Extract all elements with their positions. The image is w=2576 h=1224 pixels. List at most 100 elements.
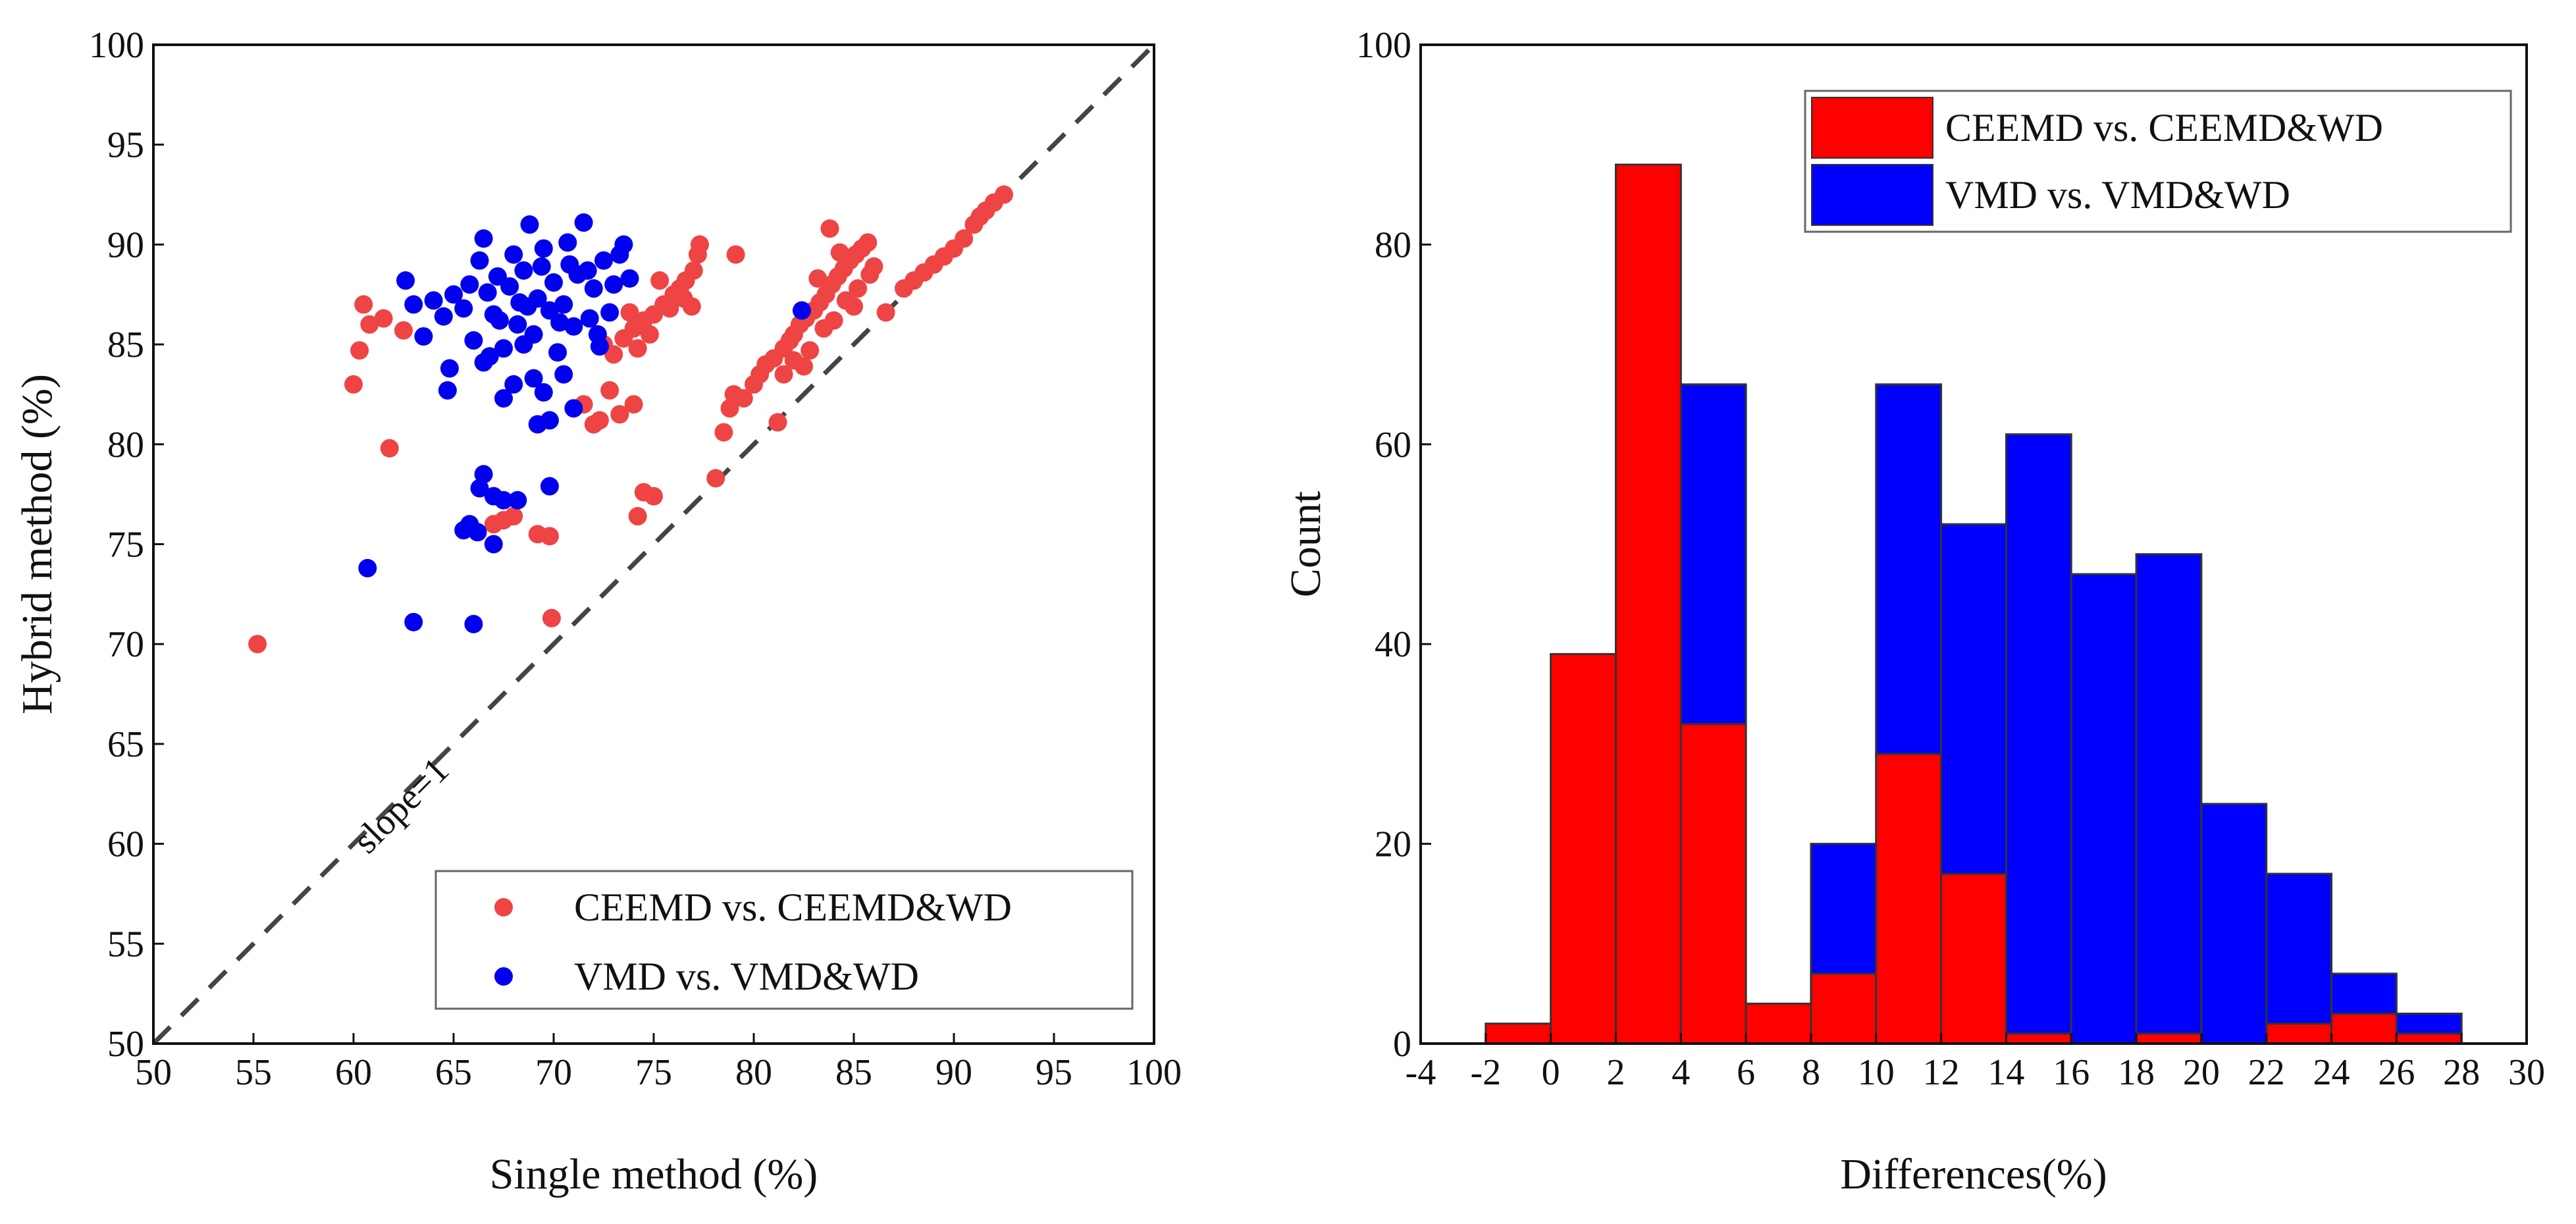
x-tick-label: -4	[1406, 1052, 1436, 1093]
vmd-point	[534, 383, 553, 402]
x-tick-label: 10	[1858, 1052, 1895, 1093]
x-tick-label: 95	[1036, 1052, 1072, 1093]
x-tick-label: 75	[635, 1052, 672, 1093]
x-tick-label: 50	[135, 1052, 172, 1093]
ceemd-bar	[2135, 1032, 2203, 1045]
vmd-point	[474, 465, 493, 484]
x-tick-label: 80	[735, 1052, 772, 1093]
vmd-point	[470, 479, 489, 498]
y-tick-label: 100	[89, 25, 144, 66]
vmd-point	[504, 375, 523, 394]
slope-annotation: slope=1	[346, 750, 458, 862]
x-axis-label: Differences(%)	[1840, 1150, 2107, 1198]
ceemd-point	[768, 413, 787, 432]
ceemd-point	[801, 341, 820, 360]
vmd-point	[620, 269, 639, 288]
ceemd-bar	[2395, 1032, 2463, 1045]
ceemd-point	[864, 257, 883, 276]
x-tick-label: 12	[1923, 1052, 1960, 1093]
y-tick-label: 75	[107, 525, 144, 566]
ceemd-point	[248, 635, 267, 654]
y-tick-label: 80	[107, 425, 144, 466]
legend-swatch	[1811, 97, 1933, 159]
vmd-point	[470, 251, 489, 270]
plot-frame	[152, 43, 1155, 1045]
ceemd-bar	[2005, 1032, 2072, 1045]
vmd-point	[424, 291, 443, 310]
x-tick-label: 30	[2508, 1052, 2545, 1093]
vmd-point	[396, 271, 415, 290]
x-tick-label: 70	[535, 1052, 572, 1093]
x-tick-label: 16	[2053, 1052, 2090, 1093]
vmd-point	[558, 233, 577, 252]
ceemd-bar	[1485, 1023, 1552, 1045]
ceemd-bar	[1875, 753, 1943, 1045]
ceemd-bar	[1614, 163, 1682, 1045]
vmd-point	[478, 283, 497, 302]
vmd-point	[508, 491, 527, 510]
vmd-bar	[2330, 972, 2398, 1015]
x-tick-label: 0	[1542, 1052, 1560, 1093]
ceemd-point	[644, 487, 663, 506]
vmd-point	[532, 257, 551, 276]
ceemd-point	[849, 279, 868, 298]
vmd-point	[534, 239, 553, 258]
x-axis-label: Single method (%)	[490, 1150, 818, 1198]
vmd-point	[464, 331, 483, 350]
legend-label: CEEMD vs. CEEMD&WD	[574, 886, 1012, 929]
legend-box	[434, 870, 1134, 1010]
ceemd-point	[795, 357, 813, 376]
legend-swatch	[1811, 164, 1933, 226]
vmd-point	[404, 612, 423, 631]
vmd-point	[508, 315, 527, 334]
vmd-point	[438, 381, 457, 400]
ceemd-bar	[1550, 652, 1617, 1045]
ceemd-point	[620, 303, 639, 322]
vmd-bar	[1940, 523, 2007, 875]
vmd-point	[604, 275, 623, 294]
y-tick-label: 85	[107, 325, 144, 365]
vmd-point	[484, 535, 503, 554]
vmd-point	[510, 293, 529, 312]
ceemd-point	[628, 339, 647, 358]
x-tick-label: 28	[2443, 1052, 2480, 1093]
x-tick-label: 24	[2313, 1052, 2350, 1093]
ceemd-point	[706, 469, 725, 488]
y-tick-label: 50	[107, 1024, 144, 1065]
vmd-point	[500, 277, 519, 296]
vmd-point	[454, 299, 473, 318]
vmd-point	[514, 261, 533, 280]
y-tick-label: 40	[1375, 624, 1411, 665]
vmd-point	[578, 261, 597, 280]
y-tick-label: 0	[1393, 1024, 1411, 1065]
vmd-bar	[1679, 383, 1747, 726]
ceemd-point	[690, 235, 709, 254]
ceemd-point	[660, 299, 679, 318]
x-tick-label: 4	[1671, 1052, 1690, 1093]
ceemd-bar	[2265, 1023, 2333, 1045]
x-tick-label: 55	[235, 1052, 272, 1093]
x-tick-label: 2	[1606, 1052, 1625, 1093]
vmd-point	[564, 317, 583, 336]
vmd-point	[444, 285, 463, 304]
ceemd-point	[628, 507, 647, 526]
y-tick-label: 60	[1375, 425, 1411, 466]
vmd-point	[550, 313, 569, 332]
ceemd-point	[714, 423, 733, 442]
ceemd-bar	[1940, 872, 2007, 1045]
vmd-point	[544, 273, 563, 292]
vmd-point	[588, 325, 607, 344]
vmd-point	[414, 327, 433, 346]
vmd-point	[494, 491, 513, 510]
x-tick-label: 90	[935, 1052, 972, 1093]
vmd-point	[490, 311, 509, 330]
vmd-point	[460, 275, 479, 294]
x-tick-label: 14	[1987, 1052, 2024, 1093]
vmd-point	[504, 245, 523, 264]
y-tick-label: 80	[1375, 225, 1411, 265]
vmd-point	[404, 295, 423, 314]
y-tick-label: 55	[107, 924, 144, 965]
y-tick-label: 90	[107, 225, 144, 265]
legend-label: VMD vs. VMD&WD	[1945, 173, 2290, 217]
histogram-panel: -4 -2 0 2 4 6 8 10 12 14 16 18 20 22 24 26 28 30020406080…	[1282, 25, 2545, 1198]
